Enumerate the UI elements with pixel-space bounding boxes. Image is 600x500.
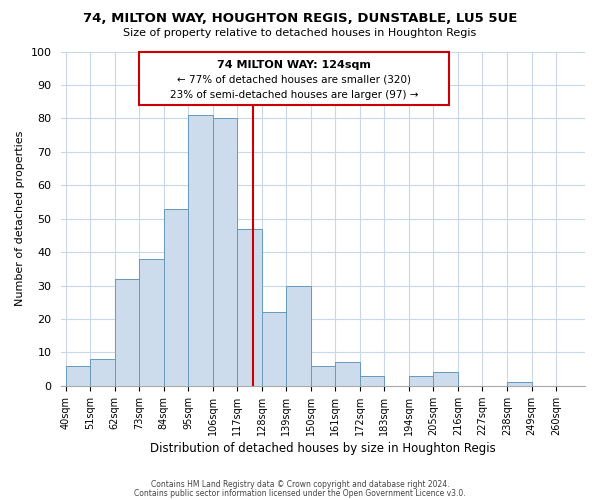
Bar [115,279,139,386]
Text: Contains public sector information licensed under the Open Government Licence v3: Contains public sector information licen… [134,488,466,498]
Bar [335,362,360,386]
Text: 74 MILTON WAY: 124sqm: 74 MILTON WAY: 124sqm [217,60,371,70]
Bar [213,118,238,386]
Bar [409,376,433,386]
Bar [262,312,286,386]
Bar [188,115,213,386]
Bar [90,359,115,386]
Bar [433,372,458,386]
FancyBboxPatch shape [139,52,449,105]
Text: ← 77% of detached houses are smaller (320): ← 77% of detached houses are smaller (32… [177,75,411,85]
Bar [360,376,385,386]
Text: Contains HM Land Registry data © Crown copyright and database right 2024.: Contains HM Land Registry data © Crown c… [151,480,449,489]
Text: 74, MILTON WAY, HOUGHTON REGIS, DUNSTABLE, LU5 5UE: 74, MILTON WAY, HOUGHTON REGIS, DUNSTABL… [83,12,517,26]
Text: Size of property relative to detached houses in Houghton Regis: Size of property relative to detached ho… [124,28,476,38]
X-axis label: Distribution of detached houses by size in Houghton Regis: Distribution of detached houses by size … [150,442,496,455]
Bar [164,208,188,386]
Bar [286,286,311,386]
Bar [238,228,262,386]
Bar [139,259,164,386]
Text: 23% of semi-detached houses are larger (97) →: 23% of semi-detached houses are larger (… [170,90,418,100]
Bar [507,382,532,386]
Bar [66,366,90,386]
Bar [311,366,335,386]
Y-axis label: Number of detached properties: Number of detached properties [15,131,25,306]
